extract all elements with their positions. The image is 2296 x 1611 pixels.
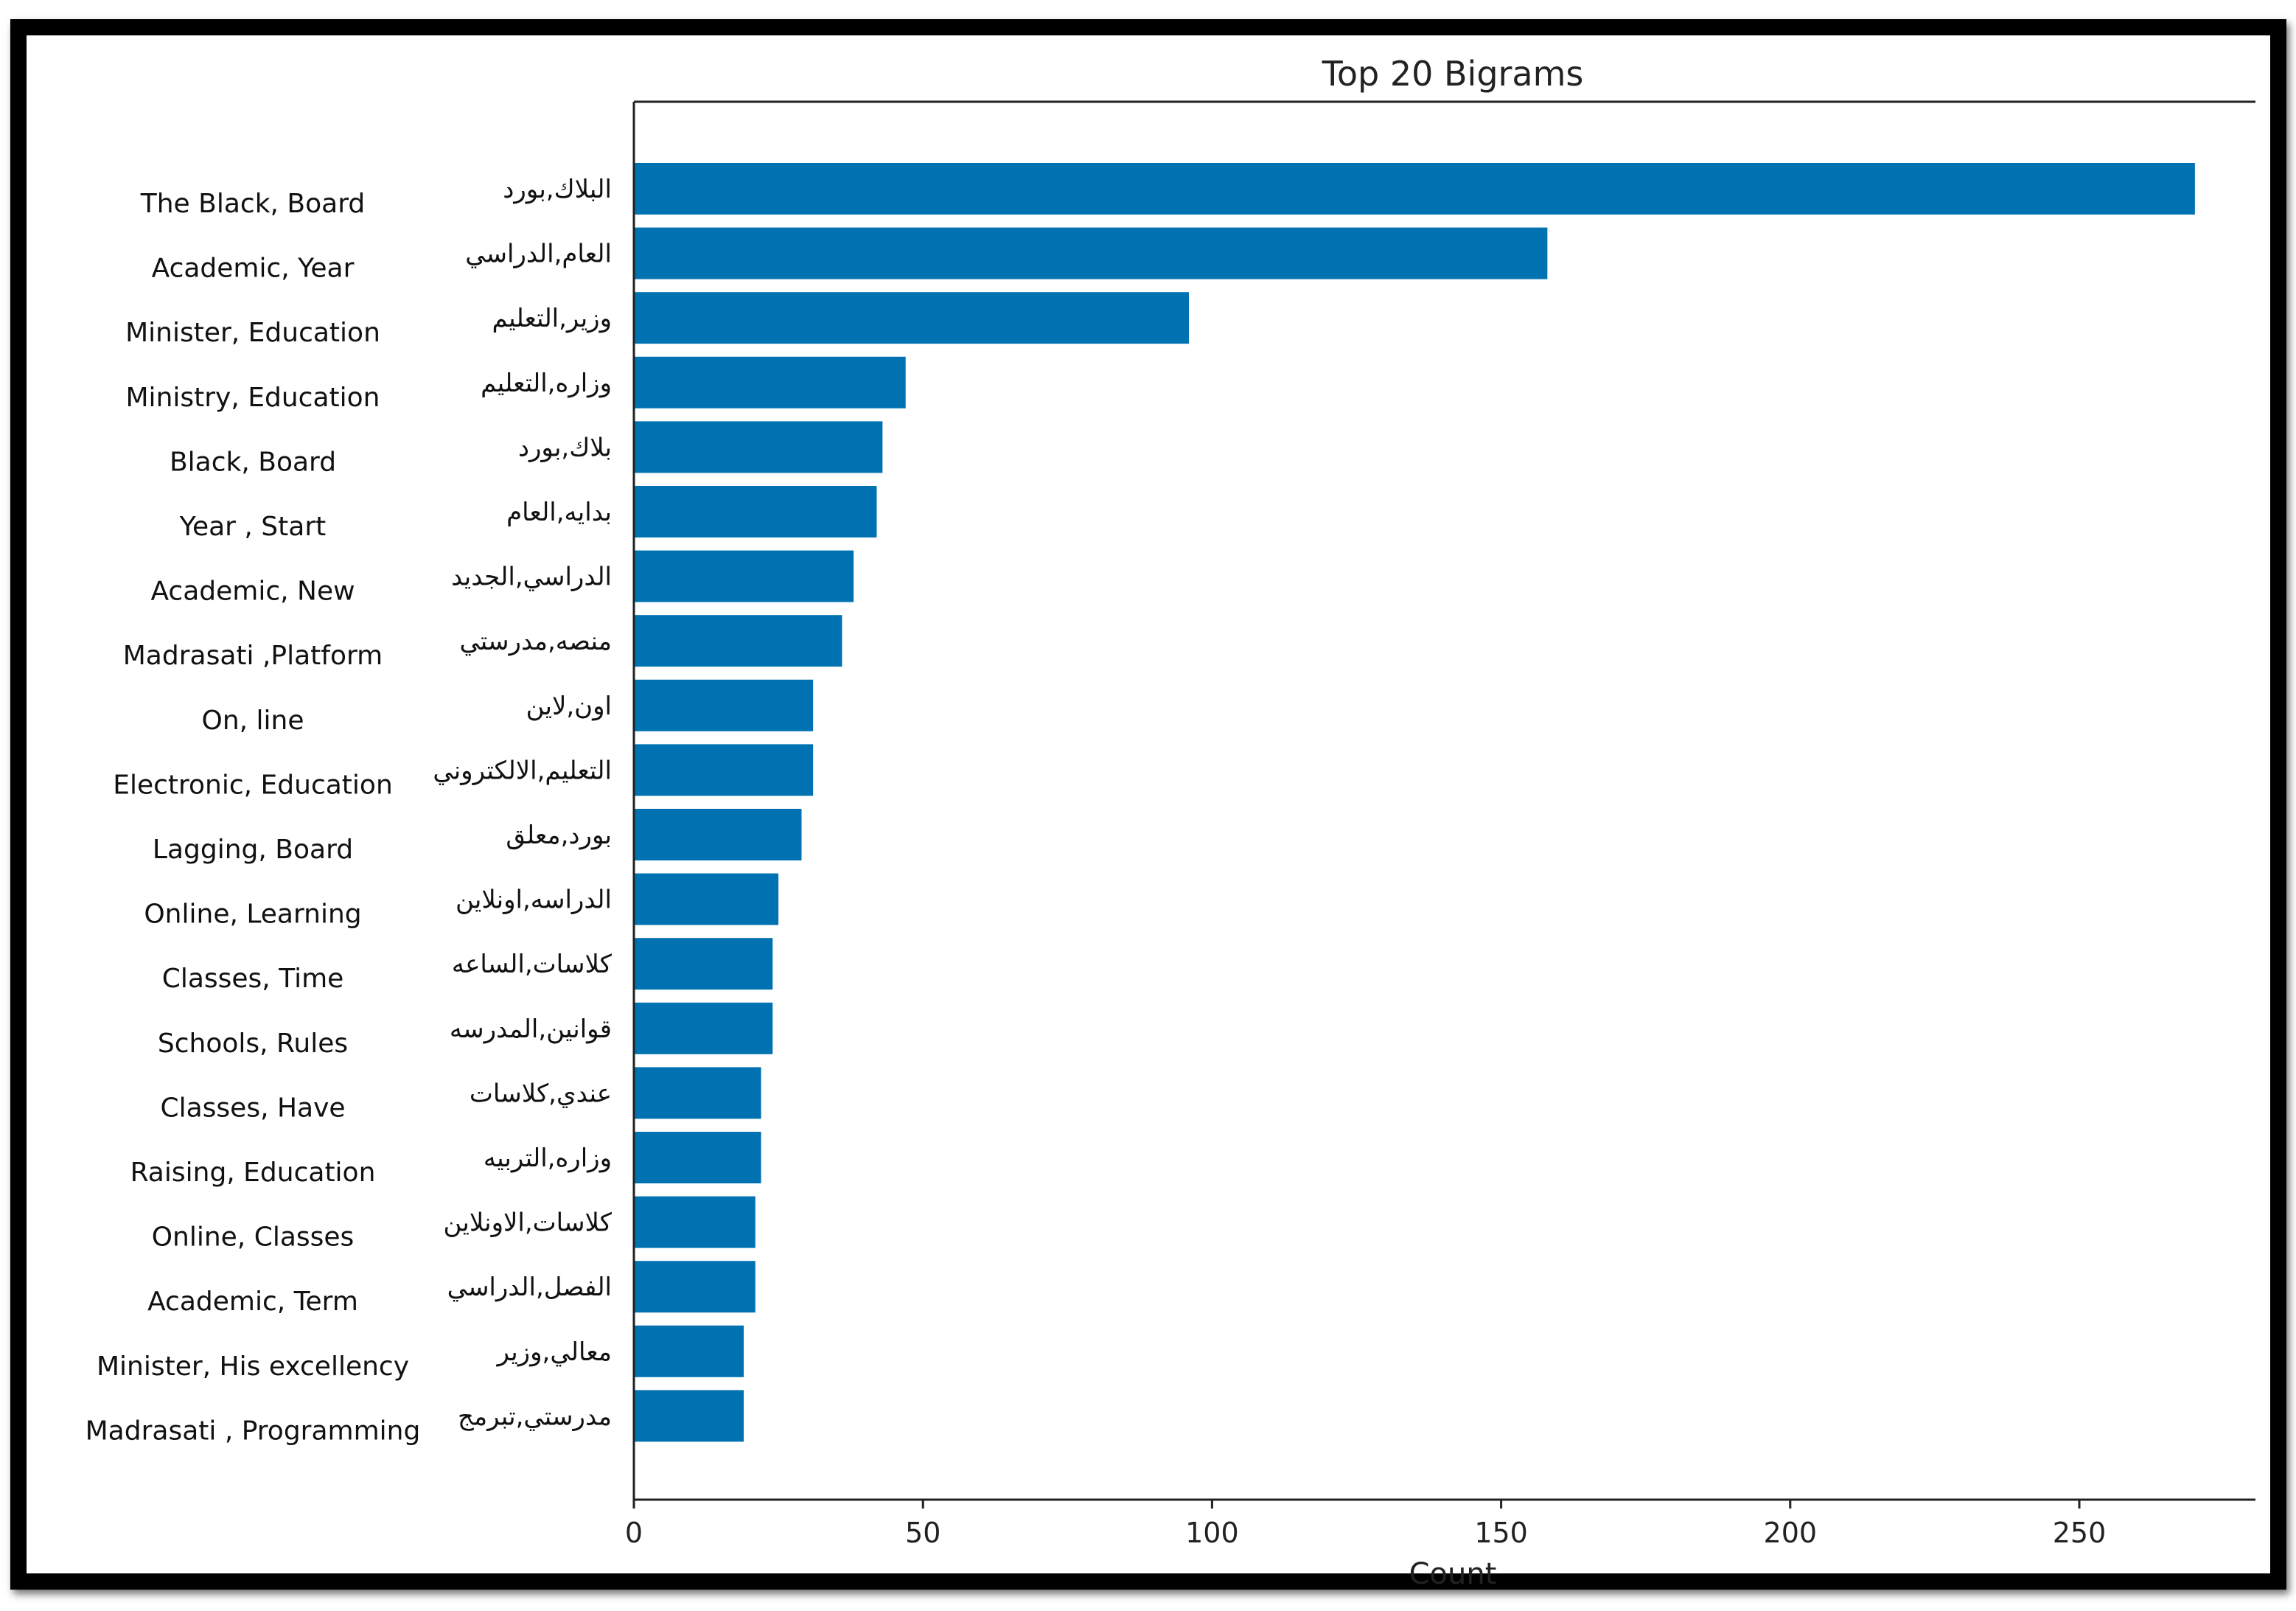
- translation-label: Academic, Term: [147, 1287, 358, 1317]
- translation-label: Black, Board: [170, 447, 336, 477]
- bar: [634, 1067, 761, 1119]
- category-label: معالي,وزير: [495, 1337, 612, 1367]
- translation-label: Schools, Rules: [158, 1029, 348, 1059]
- category-label: منصه,مدرستي: [459, 627, 612, 656]
- category-labels-group: البلاك,بورد العام,الدراسي وزير,التعليم وزار…: [433, 175, 612, 1431]
- category-label: بورد,معلق: [506, 821, 612, 850]
- x-tick-label: 150: [1474, 1517, 1528, 1549]
- x-ticks-group: 0 50 100 150 200 250: [625, 1500, 2106, 1549]
- category-label: الفصل,الدراسي: [447, 1273, 612, 1302]
- bar: [634, 1261, 756, 1313]
- bar: [634, 1132, 761, 1183]
- figure-frame: [10, 19, 2286, 1590]
- translation-label: The Black, Board: [140, 189, 366, 219]
- translation-label: Madrasati ,Platform: [123, 641, 383, 671]
- category-label: البلاك,بورد: [503, 175, 612, 204]
- x-tick-label: 0: [625, 1517, 643, 1549]
- bar: [634, 1325, 744, 1377]
- bar: [634, 1002, 773, 1054]
- translation-label: Academic, New: [150, 577, 355, 607]
- x-tick-label: 250: [2053, 1517, 2107, 1549]
- bar: [634, 809, 802, 860]
- translation-label: Classes, Time: [162, 964, 344, 994]
- bar: [634, 615, 842, 667]
- category-label: بلاك,بورد: [518, 433, 612, 462]
- translation-label: Year , Start: [179, 512, 327, 542]
- category-label: وزير,التعليم: [492, 304, 612, 333]
- translation-label: Minister, Education: [125, 318, 380, 348]
- bars-group: [634, 163, 2195, 1442]
- chart-title: Top 20 Bigrams: [1322, 54, 1584, 94]
- translation-label: Ministry, Education: [126, 383, 380, 413]
- category-label: العام,الدراسي: [465, 240, 612, 269]
- x-tick-label: 50: [905, 1517, 941, 1549]
- bar: [634, 421, 883, 473]
- category-label: اون,لاين: [526, 692, 612, 721]
- translation-label: Minister, His excellency: [97, 1351, 409, 1382]
- bar: [634, 356, 906, 408]
- bar: [634, 873, 779, 925]
- category-label: وزاره,التعليم: [481, 369, 612, 398]
- translation-labels-group: The Black, Board Academic, Year Minister, …: [86, 189, 421, 1446]
- category-label: كلاسات,الاونلاين: [444, 1208, 613, 1238]
- bar: [634, 227, 1548, 279]
- bar: [634, 744, 814, 796]
- category-label: التعليم,الالكتروني: [433, 756, 612, 785]
- bar: [634, 679, 814, 731]
- category-label: الدراسي,الجديد: [451, 563, 612, 592]
- category-label: كلاسات,الساعه: [452, 950, 613, 979]
- bar: [634, 486, 877, 537]
- bar: [634, 292, 1190, 344]
- x-tick-label: 200: [1764, 1517, 1818, 1549]
- bar: [634, 1390, 744, 1442]
- category-label: قوانين,المدرسه: [450, 1015, 612, 1044]
- translation-label: Madrasati , Programming: [86, 1416, 421, 1446]
- translation-label: Online, Learning: [144, 900, 361, 930]
- category-label: وزاره,التربيه: [484, 1144, 612, 1173]
- category-label: بدايه,العام: [506, 498, 612, 527]
- category-label: عندي,كلاسات: [470, 1079, 612, 1108]
- translation-label: Electronic, Education: [113, 770, 393, 800]
- bar: [634, 938, 773, 990]
- translation-label: Online, Classes: [152, 1222, 355, 1253]
- bar: [634, 163, 2195, 215]
- x-axis-title: Count: [1409, 1557, 1497, 1591]
- translation-label: Lagging, Board: [153, 835, 353, 865]
- translation-label: On, line: [201, 706, 304, 736]
- x-tick-label: 100: [1185, 1517, 1239, 1549]
- translation-label: Raising, Education: [130, 1158, 376, 1188]
- category-label: الدراسه,اونلاين: [456, 885, 612, 915]
- bar: [634, 1196, 756, 1248]
- bar: [634, 550, 854, 602]
- translation-label: Classes, Have: [160, 1093, 345, 1123]
- category-label: مدرستي,تبرمج: [458, 1402, 612, 1431]
- translation-label: Academic, Year: [152, 254, 355, 284]
